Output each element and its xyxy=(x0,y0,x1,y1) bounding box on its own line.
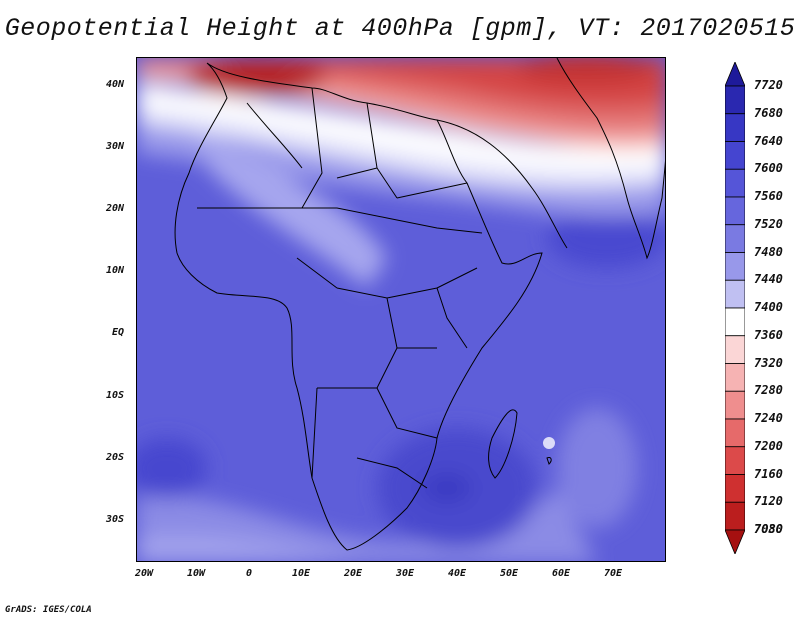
colorbar-tick-label: 7080 xyxy=(754,522,783,536)
colorbar-box xyxy=(725,474,745,503)
colorbar-tick-label: 7200 xyxy=(754,438,783,453)
colorbar-box xyxy=(725,335,745,364)
colorbar-box xyxy=(725,224,745,253)
lon-label-10w: 10W xyxy=(187,568,206,579)
colorbar-tick-label: 7720 xyxy=(754,78,783,92)
colorbar xyxy=(725,62,745,554)
colorbar-box xyxy=(725,279,745,309)
grads-credit: GrADS: IGES/COLA xyxy=(5,605,92,615)
anomaly-spot xyxy=(543,437,555,449)
lon-label-50e: 50E xyxy=(500,568,519,579)
colorbar-tick-label: 7560 xyxy=(754,189,783,203)
colorbar-tick-label: 7680 xyxy=(754,105,783,120)
lat-label-20n: 20N xyxy=(106,203,125,214)
colorbar-tick-label: 7360 xyxy=(754,327,783,342)
colorbar-box xyxy=(725,252,745,281)
colorbar-box xyxy=(725,363,745,392)
lat-label-10s: 10S xyxy=(106,390,125,401)
colorbar-box xyxy=(725,85,745,115)
geopotential-field xyxy=(137,58,665,561)
colorbar-box xyxy=(725,168,745,198)
map-title: Geopotential Height at 400hPa [gpm], VT:… xyxy=(4,14,796,43)
colorbar-tick-label: 7480 xyxy=(754,244,783,259)
colorbar-tick-label: 7520 xyxy=(754,216,783,231)
lon-label-20w: 20W xyxy=(135,568,154,579)
lon-label-20e: 20E xyxy=(344,568,363,579)
lat-label-30s: 30S xyxy=(106,514,125,525)
lat-label-eq: EQ xyxy=(112,327,125,338)
colorbar-box xyxy=(725,141,745,170)
colorbar-box xyxy=(725,418,745,448)
colorbar-box xyxy=(725,390,745,420)
colorbar-tick-label: 7400 xyxy=(754,300,783,314)
lon-label-10e: 10E xyxy=(292,568,311,579)
colorbar-box xyxy=(725,501,745,531)
colorbar-top-arrow xyxy=(725,62,745,87)
coastlines xyxy=(174,58,665,551)
colorbar-tick-label: 7160 xyxy=(754,466,783,481)
colorbar-tick-label: 7320 xyxy=(754,355,783,370)
colorbar-tick-label: 7240 xyxy=(754,411,783,425)
colorbar-box xyxy=(725,446,745,475)
lat-label-30n: 30N xyxy=(106,141,125,152)
lon-label-60e: 60E xyxy=(552,568,571,579)
colorbar-tick-label: 7120 xyxy=(754,494,783,509)
colorbar-box xyxy=(725,307,745,337)
lon-label-70e: 70E xyxy=(604,568,623,579)
lat-label-40n: 40N xyxy=(106,79,125,90)
lon-label-30e: 30E xyxy=(396,568,415,579)
lon-label-0: 0 xyxy=(246,568,253,579)
colorbar-box xyxy=(725,113,745,142)
lon-label-40e: 40E xyxy=(448,568,467,579)
colorbar-box xyxy=(725,196,745,226)
colorbar-tick-label: 7600 xyxy=(754,161,783,176)
map-plot-area xyxy=(136,57,666,562)
colorbar-tick-label: 7280 xyxy=(754,383,783,398)
colorbar-tick-label: 7440 xyxy=(754,272,783,287)
colorbar-tick-label: 7030 xyxy=(754,522,783,536)
lat-label-10n: 10N xyxy=(106,265,125,276)
colorbar-tick-label: 7640 xyxy=(754,133,783,148)
lat-label-20s: 20S xyxy=(106,452,125,463)
colorbar-bottom-arrow xyxy=(725,529,745,554)
